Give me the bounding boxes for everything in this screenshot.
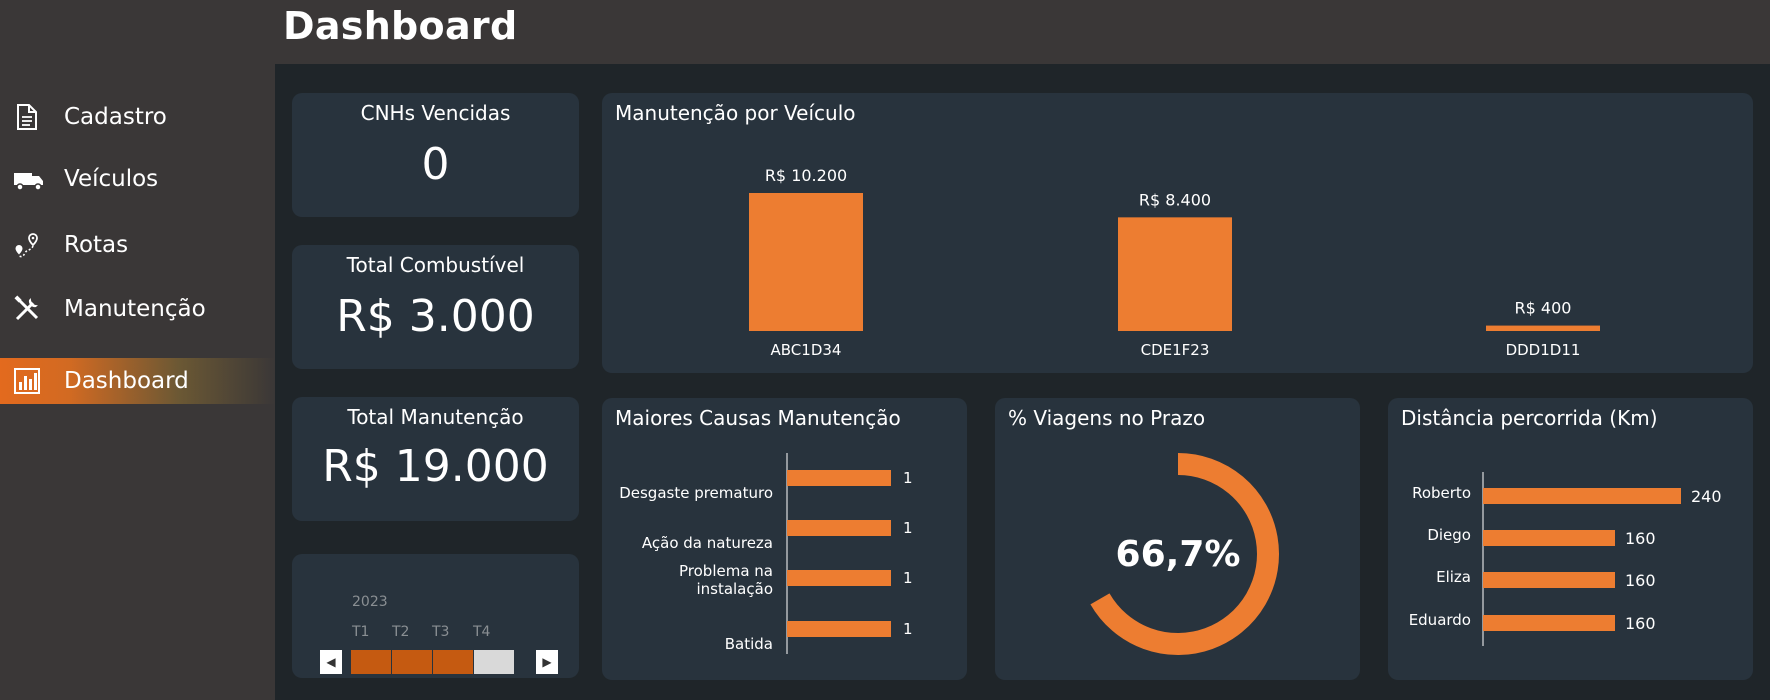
slicer-segment-t4[interactable] [474,650,514,674]
bar-category-label: Roberto [1412,484,1471,502]
slicer-segment-t3[interactable] [433,650,473,674]
chart-icon [13,367,41,395]
sidebar: Cadastro Veículos Rotas Manutenção Dashb… [0,64,275,700]
chart-maintenance-causes: Maiores Causas Manutenção 1 Desgaste prem… [602,398,967,680]
bar-category-label: Eliza [1436,568,1471,586]
sidebar-item-label: Manutenção [64,296,206,322]
bar-cause [787,570,891,586]
sidebar-item-manutencao[interactable]: Manutenção [0,286,275,332]
kpi-cnh-value: 0 [421,139,450,190]
route-icon [13,231,41,259]
sidebar-item-rotas[interactable]: Rotas [0,222,275,268]
slicer-quarter-t2[interactable]: T2 [392,624,410,640]
chart-title: Maiores Causas Manutenção [615,406,901,430]
chart-distance: Distância percorrida (Km) 240 Roberto 160 D… [1388,398,1753,680]
bar-category-label: Problema na [679,562,773,580]
bar-value-label: 1 [903,469,913,487]
bar-value-label: 1 [903,569,913,587]
bar-value-label: R$ 400 [1515,299,1572,318]
bar-cde1f23 [1118,217,1232,331]
slicer-quarter-t3[interactable]: T3 [432,624,450,640]
bar-value-label: R$ 8.400 [1139,190,1211,209]
chart-on-time-trips: % Viagens no Prazo 66,7% [995,398,1360,680]
donut-slice-on-time [1090,453,1279,655]
slicer-quarter-t4[interactable]: T4 [473,624,491,640]
sidebar-item-label: Veículos [64,166,159,192]
bar-distance-diego [1483,530,1615,546]
kpi-fuel-value: R$ 3.000 [336,291,535,342]
vehicle-bar-chart: R$ 10.200 ABC1D34 R$ 8.400 CDE1F23 R$ 400 DDD… [749,166,1600,359]
bar-value-label: 160 [1625,529,1656,548]
sidebar-item-label: Dashboard [64,368,189,394]
chart-title: Distância percorrida (Km) [1401,406,1658,430]
bar-category-label: DDD1D11 [1506,341,1581,359]
slicer-year: 2023 [352,594,388,610]
on-time-donut-chart: 66,7% [1090,453,1279,655]
top-bar: Dashboard [0,0,1770,64]
kpi-maintenance-card: Total Manutenção R$ 19.000 [292,397,579,521]
bar-category-label: Diego [1427,526,1471,544]
sidebar-item-cadastro[interactable]: Cadastro [0,94,275,140]
kpi-maintenance-value: R$ 19.000 [322,441,549,492]
bar-category-label: instalação [696,580,773,598]
chart-maintenance-by-vehicle: Manutenção por Veículo R$ 10.200 ABC1D34 R… [602,93,1753,373]
bar-cause [787,470,891,486]
bar-category-label: Batida [725,635,773,653]
donut-center-label: 66,7% [1116,534,1241,575]
bar-value-label: 1 [903,519,913,537]
bar-category-label: Eduardo [1409,611,1471,629]
sidebar-item-label: Cadastro [64,104,167,130]
dashboard-main: CNHs Vencidas 0 Total Combustível R$ 3.0… [275,64,1770,700]
bar-ddd1d11 [1486,325,1600,331]
tools-icon [13,295,41,323]
bar-category-label: CDE1F23 [1141,341,1210,359]
bar-value-label: 160 [1625,571,1656,590]
bar-abc1d34 [749,193,863,331]
bar-category-label: Desgaste prematuro [619,484,773,502]
slicer-segment-t2[interactable] [392,650,432,674]
document-icon [13,103,41,131]
bar-distance-roberto [1483,488,1681,504]
sidebar-item-dashboard[interactable]: Dashboard [0,358,275,404]
slicer-prev-button[interactable]: ◀ [320,650,342,674]
chart-title: % Viagens no Prazo [1008,406,1206,430]
slicer-next-button[interactable]: ▶ [536,650,558,674]
chart-title: Manutenção por Veículo [615,101,856,125]
kpi-fuel-title: Total Combustível [346,253,525,277]
bar-value-label: 1 [903,620,913,638]
bar-category-label: ABC1D34 [771,341,842,359]
bar-distance-eliza [1483,572,1615,588]
slicer-segment-t1[interactable] [351,650,391,674]
bar-value-label: 160 [1625,614,1656,633]
timeline-slicer: 2023 T1 T2 T3 T4 ◀ ▶ [292,554,579,678]
bar-category-label: Ação da natureza [642,534,773,552]
bar-value-label: R$ 10.200 [765,166,847,185]
causes-bar-chart: 1 Desgaste prematuro 1 Ação da natureza 1 Pro… [619,453,913,654]
page-title: Dashboard [283,4,518,48]
kpi-maintenance-title: Total Manutenção [347,405,524,429]
kpi-cnh-title: CNHs Vencidas [360,101,511,125]
slicer-quarter-t1[interactable]: T1 [352,624,370,640]
bar-cause [787,520,891,536]
truck-icon [13,165,43,193]
distance-bar-chart: 240 Roberto 160 Diego 160 Eliza 160 Eduardo [1409,472,1722,646]
bar-cause [787,621,891,637]
bar-value-label: 240 [1691,487,1722,506]
sidebar-item-label: Rotas [64,232,129,258]
kpi-fuel-card: Total Combustível R$ 3.000 [292,245,579,369]
sidebar-item-veiculos[interactable]: Veículos [0,156,275,202]
kpi-cnh-card: CNHs Vencidas 0 [292,93,579,217]
bar-distance-eduardo [1483,615,1615,631]
